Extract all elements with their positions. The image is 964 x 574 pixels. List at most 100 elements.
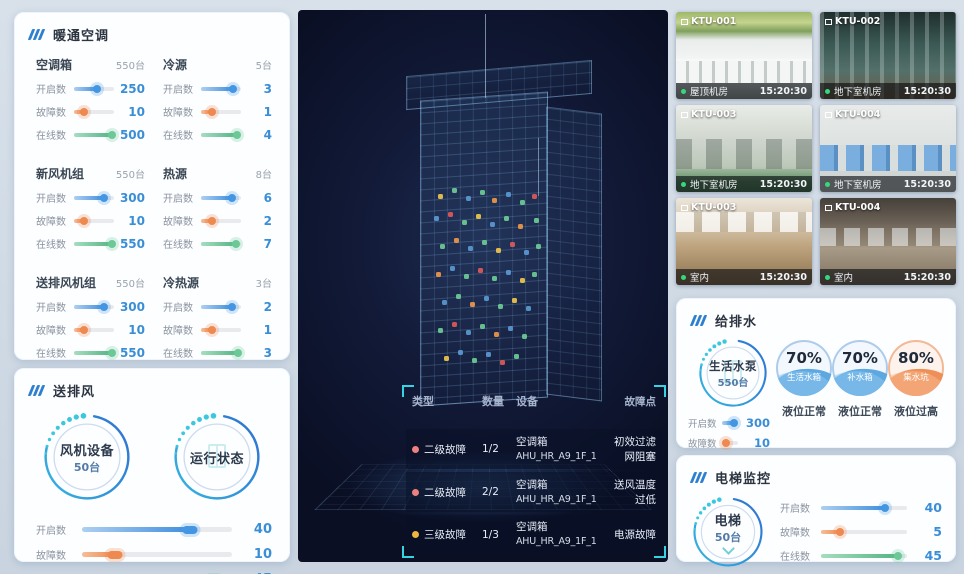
slider-fault[interactable] [821, 527, 907, 536]
tank-sump-pit: 80% 集水坑 液位过高 [888, 340, 944, 476]
slider-value: 300 [119, 190, 145, 205]
gauge-dots [693, 496, 722, 530]
slider-online[interactable] [201, 348, 242, 357]
camera-tile[interactable]: KTU-004 地下室机房 15:20:30 [820, 105, 956, 192]
gauge-label: 风机设备 [59, 443, 114, 459]
gauge-dots [174, 413, 217, 455]
slider-knob[interactable] [80, 325, 88, 334]
fault-row[interactable]: 二级故障 1/2 空调箱 AHU_HR_A9_1F_1 初效过滤网阻塞 [406, 429, 662, 470]
slider-knob[interactable] [232, 239, 241, 248]
fault-row[interactable]: 三级故障 1/3 空调箱 AHU_HR_A9_1F_1 电源故障 [406, 515, 662, 554]
severity: 二级故障 [424, 443, 466, 456]
slider-fault[interactable] [201, 216, 241, 225]
slider-knob[interactable] [93, 84, 102, 93]
slider-value: 1 [263, 322, 272, 337]
slider-knob[interactable] [80, 107, 88, 116]
slider-open[interactable] [74, 84, 114, 93]
slider-label: 在线数 [163, 240, 193, 251]
slider-knob[interactable] [107, 130, 116, 139]
camera-id-label: KTU-003 [681, 109, 736, 120]
slider-fault[interactable] [721, 439, 738, 447]
camera-tile[interactable]: KTU-001 屋顶机房 15:20:30 [676, 12, 812, 99]
camera-time: 15:20:30 [903, 85, 951, 97]
camera-tile[interactable]: KTU-004 室内 15:20:30 [820, 198, 956, 285]
camera-id-label: KTU-004 [825, 202, 880, 213]
slider-knob[interactable] [233, 348, 242, 357]
slider-knob[interactable] [228, 302, 237, 311]
slider-online[interactable] [74, 130, 116, 139]
corner-bracket [402, 546, 414, 558]
severity-dot-yellow [412, 531, 419, 538]
panel-fan-header: 送排风 [14, 368, 290, 400]
building-3d-view[interactable]: 类型 数量 设备 故障点 AHU_HR_A9_1F_1 二级故障 1/2 空调箱… [298, 10, 668, 562]
slider-label: 在线数 [36, 131, 66, 142]
slider-knob[interactable] [729, 419, 738, 427]
slider-knob[interactable] [880, 503, 889, 512]
slider-knob[interactable] [80, 216, 88, 225]
slider-online[interactable] [821, 551, 907, 560]
slider-knob[interactable] [100, 193, 109, 202]
slider-online[interactable] [74, 348, 116, 357]
slider-knob[interactable] [182, 525, 198, 534]
slider-fault[interactable] [201, 107, 241, 116]
slider-knob[interactable] [229, 84, 237, 93]
camera-tile[interactable]: KTU-003 室内 15:20:30 [676, 198, 812, 285]
slider-label: 开启数 [163, 85, 193, 96]
slider-online[interactable] [74, 239, 116, 248]
group-total: 3台 [255, 279, 272, 290]
slider-knob[interactable] [207, 107, 216, 116]
slider-label: 开启数 [163, 303, 193, 314]
camera-time: 15:20:30 [759, 178, 807, 190]
slider-fault[interactable] [74, 216, 114, 225]
slider-fault[interactable] [201, 325, 241, 334]
slider-knob[interactable] [228, 193, 237, 202]
slider-value: 40 [253, 522, 272, 537]
title-slashes-icon [27, 385, 46, 396]
slider-knob[interactable] [100, 302, 109, 311]
slider-open[interactable] [821, 503, 907, 512]
slider-online[interactable] [201, 239, 241, 248]
device-id: AHU_HR_A9_1F_1 [516, 450, 597, 462]
slider-fault[interactable] [82, 550, 232, 559]
slider-knob[interactable] [107, 239, 116, 248]
slider-knob[interactable] [107, 348, 116, 357]
tank-status: 液位正常 [782, 405, 826, 418]
camera-location: 屋顶机房 [690, 87, 729, 98]
panel-elevator-title: 电梯监控 [715, 472, 772, 487]
slider-knob[interactable] [233, 130, 241, 139]
slider-open[interactable] [201, 84, 241, 93]
slider-value: 250 [119, 81, 145, 96]
slider-knob[interactable] [721, 439, 730, 447]
slider-value: 300 [119, 299, 145, 314]
slider-online[interactable] [201, 130, 241, 139]
tank-name: 生活水箱 [786, 373, 821, 383]
slider-value: 45 [242, 572, 272, 574]
slider-value: 2 [263, 299, 272, 314]
fault-row-clipped: AHU_HR_A9_1F_1 [406, 413, 662, 426]
tank-gauge: 70% 生活水箱 [776, 340, 832, 396]
device-id: AHU_HR_A9_1F_1 [516, 536, 597, 548]
title-slashes-icon [689, 315, 708, 326]
slider-open[interactable] [74, 302, 114, 311]
camera-time: 15:20:30 [759, 271, 807, 283]
fault-row[interactable]: 二级故障 2/2 空调箱 AHU_HR_A9_1F_1 送风温度过低 [406, 472, 662, 513]
slider-fault[interactable] [74, 325, 114, 334]
slider-open[interactable] [82, 525, 232, 534]
camera-time: 15:20:30 [903, 178, 951, 190]
slider-knob[interactable] [835, 527, 844, 536]
slider-knob[interactable] [107, 550, 123, 559]
slider-knob[interactable] [894, 551, 903, 560]
slider-open[interactable] [722, 419, 738, 427]
camera-icon [825, 204, 832, 211]
slider-open[interactable] [201, 193, 241, 202]
slider-knob[interactable] [207, 325, 216, 334]
slider-knob[interactable] [207, 216, 216, 225]
slider-value: 45 [924, 548, 942, 563]
slider-open[interactable] [74, 193, 114, 202]
slider-fault[interactable] [74, 107, 114, 116]
camera-tile[interactable]: KTU-003 地下室机房 15:20:30 [676, 105, 812, 192]
slider-open[interactable] [201, 302, 241, 311]
camera-icon [681, 204, 688, 211]
camera-tile[interactable]: KTU-002 地下室机房 15:20:30 [820, 12, 956, 99]
